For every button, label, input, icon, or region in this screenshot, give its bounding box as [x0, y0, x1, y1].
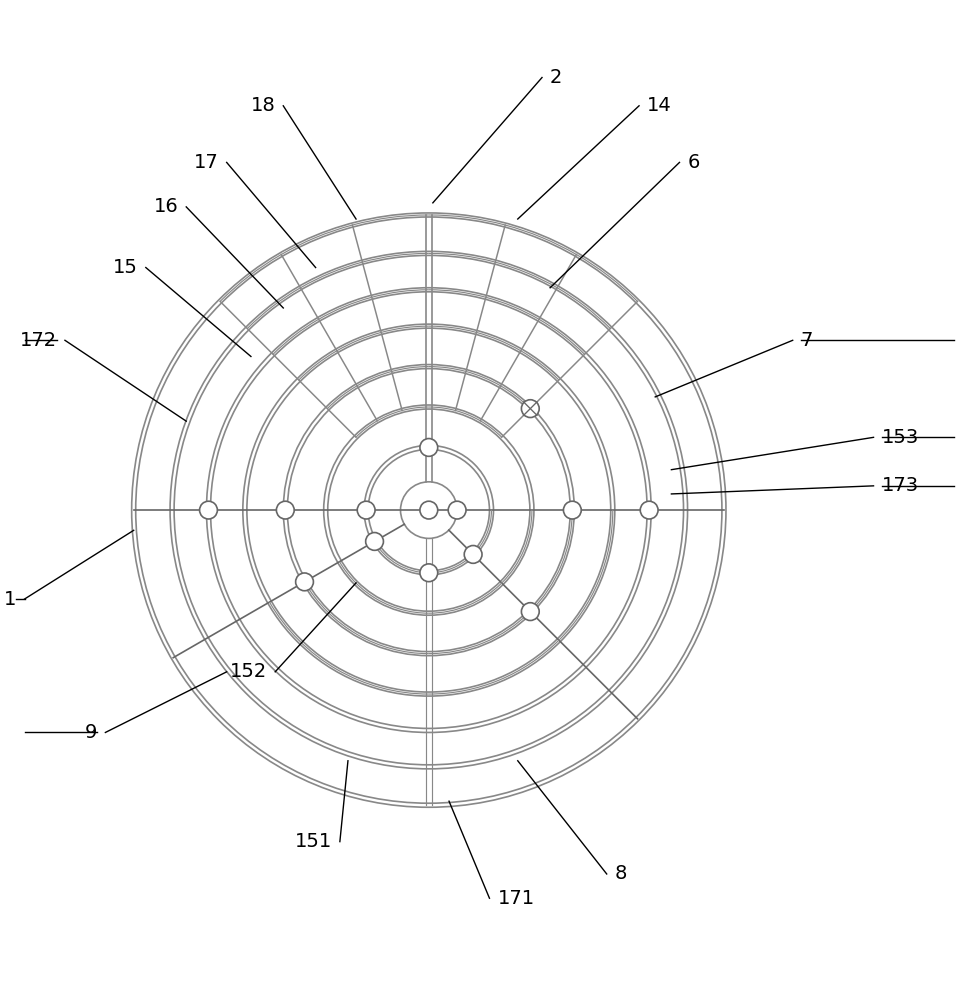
Circle shape	[448, 501, 466, 519]
Circle shape	[465, 546, 482, 563]
Text: 172: 172	[20, 331, 57, 350]
Text: 6: 6	[687, 153, 700, 172]
Text: 7: 7	[800, 331, 813, 350]
Text: 18: 18	[251, 96, 275, 115]
Text: 173: 173	[881, 476, 918, 495]
Text: 151: 151	[295, 832, 332, 851]
Text: 15: 15	[113, 258, 138, 277]
Text: 1: 1	[4, 590, 17, 609]
Circle shape	[420, 564, 437, 582]
Circle shape	[296, 573, 313, 591]
Circle shape	[521, 603, 539, 620]
Text: 17: 17	[194, 153, 219, 172]
Circle shape	[276, 501, 294, 519]
Circle shape	[420, 501, 437, 519]
Circle shape	[366, 533, 384, 550]
Circle shape	[521, 400, 539, 418]
Text: 153: 153	[881, 428, 918, 447]
Text: 16: 16	[153, 197, 179, 216]
Circle shape	[563, 501, 582, 519]
Text: 152: 152	[230, 662, 267, 681]
Circle shape	[357, 501, 375, 519]
Circle shape	[640, 501, 658, 519]
Circle shape	[199, 501, 218, 519]
Text: 14: 14	[647, 96, 671, 115]
Text: 171: 171	[498, 889, 535, 908]
Text: 9: 9	[85, 723, 98, 742]
Circle shape	[420, 439, 437, 456]
Text: 8: 8	[615, 864, 628, 883]
Text: 2: 2	[550, 68, 562, 87]
